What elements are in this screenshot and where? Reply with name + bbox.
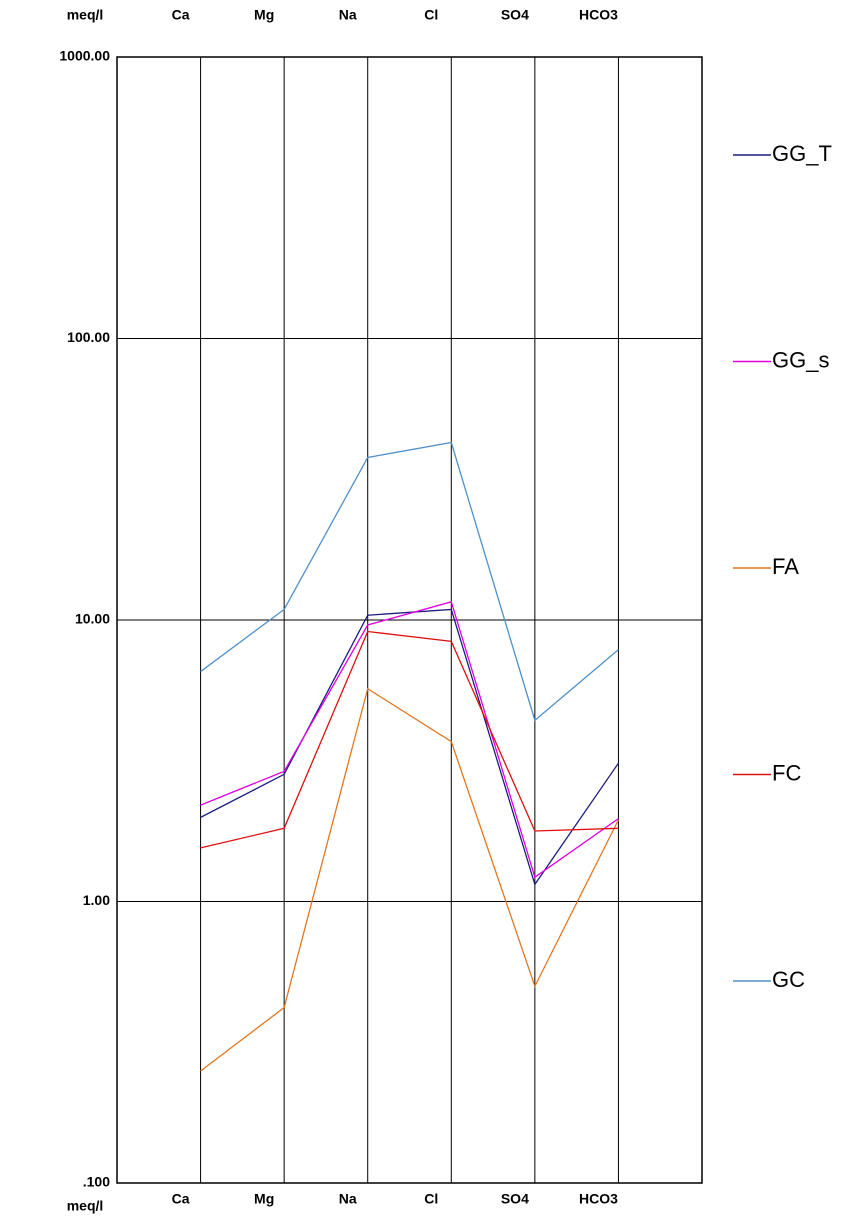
category-label-top: Cl: [424, 7, 438, 23]
category-label-bottom: SO4: [501, 1191, 529, 1207]
category-label-bottom: Na: [339, 1191, 357, 1207]
y-axis-label-bottom: meq/l: [67, 1198, 104, 1214]
category-label-top: Mg: [254, 7, 274, 23]
legend-label: GG_s: [772, 347, 829, 372]
category-label-bottom: Mg: [254, 1191, 274, 1207]
y-tick-label: 1000.00: [59, 48, 110, 64]
series-line: [200, 441, 619, 722]
series-line: [200, 687, 620, 1072]
series-line: [200, 608, 619, 886]
legend-label: FA: [772, 554, 799, 579]
category-label-top: Ca: [172, 7, 190, 23]
y-tick-label: 10.00: [75, 611, 110, 627]
category-label-top: HCO3: [579, 7, 618, 23]
y-tick-label: .100: [83, 1174, 110, 1190]
y-tick-label: 1.00: [83, 892, 110, 908]
series-line: [200, 601, 619, 879]
series-line: [200, 630, 619, 849]
category-label-top: Na: [339, 7, 357, 23]
legend-label: GG_T: [772, 141, 832, 166]
category-label-top: SO4: [501, 7, 529, 23]
legend-label: GC: [772, 967, 805, 992]
category-label-bottom: HCO3: [579, 1191, 618, 1207]
category-label-bottom: Cl: [424, 1191, 438, 1207]
legend-label: FC: [772, 760, 801, 785]
category-label-bottom: Ca: [172, 1191, 190, 1207]
y-axis-label-top: meq/l: [67, 7, 104, 23]
y-tick-label: 100.00: [67, 329, 110, 345]
